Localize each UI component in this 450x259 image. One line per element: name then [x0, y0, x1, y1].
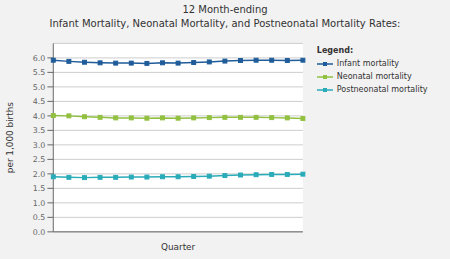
html-text:Legend:: Legend: — [316, 46, 354, 55]
html-text:Postneonatal mortality: Postneonatal mortality — [336, 85, 428, 94]
svg-text:per 1,000 births: per 1,000 births — [8, 102, 15, 174]
html-text:Infant mortality: Infant mortality — [336, 59, 399, 68]
svg-text:3.0: 3.0 — [33, 141, 46, 150]
svg-text:5.5: 5.5 — [33, 68, 46, 77]
svg-text:2.5: 2.5 — [33, 155, 46, 164]
svg-text:4.5: 4.5 — [33, 97, 46, 106]
svg-text:6.0: 6.0 — [33, 54, 46, 63]
svg-text:2.0: 2.0 — [33, 170, 46, 179]
html-text:12 Month-ending: 12 Month-ending — [182, 4, 268, 15]
svg-text:1.5: 1.5 — [33, 184, 46, 193]
svg-text:4.0: 4.0 — [33, 112, 46, 121]
svg-text:1.0: 1.0 — [33, 199, 46, 208]
html-text:Infant Mortality, Neonatal Mor: Infant Mortality, Neonatal Mortality, an… — [49, 18, 401, 29]
svg-text:5.0: 5.0 — [33, 83, 46, 92]
svg-text:0.0: 0.0 — [33, 228, 46, 237]
svg-text:Quarter: Quarter — [161, 242, 196, 252]
svg-text:3.5: 3.5 — [33, 126, 46, 135]
svg-text:0.5: 0.5 — [33, 213, 46, 222]
html-text:Neonatal mortality: Neonatal mortality — [336, 72, 412, 81]
